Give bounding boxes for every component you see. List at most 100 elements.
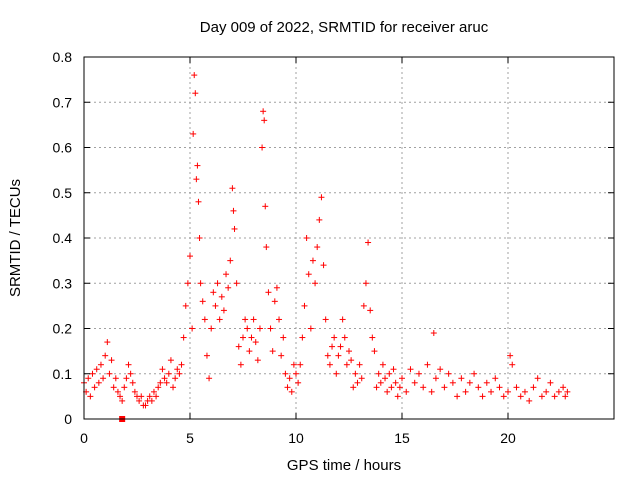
data-point: [354, 379, 361, 386]
data-point: [320, 262, 327, 269]
data-point: [233, 280, 240, 287]
data-point: [254, 357, 261, 364]
data-point: [411, 379, 418, 386]
data-point: [314, 244, 321, 251]
data-point: [227, 257, 234, 264]
data-point: [496, 384, 503, 391]
data-point: [235, 343, 242, 350]
data-point: [384, 388, 391, 395]
data-point: [337, 343, 344, 350]
data-point: [534, 375, 541, 382]
data-point: [187, 253, 193, 260]
data-point: [543, 388, 550, 395]
data-point: [358, 375, 365, 382]
data-point: [161, 375, 168, 382]
data-point: [97, 361, 104, 368]
data-point: [260, 108, 267, 115]
data-point: [471, 370, 478, 377]
data-point: [449, 379, 456, 386]
data-point: [269, 348, 276, 355]
data-point: [341, 334, 348, 341]
data-point: [517, 393, 524, 400]
data-point: [114, 388, 121, 395]
data-point: [407, 366, 414, 373]
y-tick-label: 0.4: [53, 230, 73, 246]
y-tick-label: 0.5: [53, 185, 73, 201]
data-point: [229, 185, 236, 192]
data-point: [316, 216, 323, 223]
grid: [84, 57, 614, 419]
y-tick-label: 0.2: [53, 321, 73, 337]
data-point: [299, 334, 306, 341]
y-tick-label: 0.6: [53, 140, 73, 156]
data-point: [288, 388, 295, 395]
axis-ticks: 0 0.1 0.2 0.3 0.4 0.5 0.6 0.7 0.8 0 5 10 15 20: [53, 49, 614, 446]
x-tick-label: 15: [394, 430, 410, 446]
data-point: [225, 284, 232, 291]
data-point: [138, 393, 145, 400]
data-point: [326, 361, 333, 368]
data-point: [155, 384, 162, 391]
data-point: [246, 348, 253, 355]
data-point: [190, 130, 197, 137]
data-point: [267, 325, 274, 332]
y-tick-label: 0.7: [53, 94, 73, 110]
data-point: [403, 388, 410, 395]
data-point: [458, 375, 465, 382]
data-point: [131, 388, 138, 395]
data-point: [102, 352, 109, 359]
data-point: [91, 384, 98, 391]
data-point: [309, 257, 316, 264]
data-point: [432, 375, 439, 382]
data-point: [551, 393, 558, 400]
data-point: [218, 293, 225, 300]
data-point: [286, 375, 293, 382]
data-point: [369, 334, 376, 341]
data-point: [208, 325, 215, 332]
data-point: [396, 384, 403, 391]
y-tick-label: 0.8: [53, 49, 73, 65]
data-point: [112, 375, 119, 382]
data-point: [129, 379, 136, 386]
data-point: [530, 384, 537, 391]
data-point: [178, 361, 185, 368]
data-point: [479, 393, 486, 400]
data-point: [194, 162, 201, 169]
data-point: [562, 393, 569, 400]
data-point: [377, 379, 384, 386]
data-point: [180, 334, 187, 341]
data-point: [108, 357, 115, 364]
data-point: [322, 316, 329, 323]
data-point: [150, 388, 157, 395]
data-point: [163, 379, 170, 386]
data-point: [356, 361, 363, 368]
data-point: [509, 361, 516, 368]
data-point: [174, 366, 181, 373]
data-point: [513, 384, 520, 391]
data-point: [136, 397, 143, 404]
x-tick-label: 0: [80, 430, 88, 446]
data-point: [445, 370, 452, 377]
data-point: [214, 280, 221, 287]
data-point: [248, 334, 255, 341]
x-tick-label: 20: [500, 430, 516, 446]
data-point: [324, 352, 331, 359]
data-point: [189, 325, 196, 332]
data-point: [192, 90, 199, 97]
data-point: [125, 361, 132, 368]
data-point: [500, 393, 507, 400]
data-point: [93, 366, 100, 373]
data-point: [312, 280, 319, 287]
data-point: [392, 379, 399, 386]
data-point: [195, 198, 202, 205]
data-point: [127, 370, 134, 377]
data-point: [196, 235, 203, 241]
data-point: [153, 393, 160, 400]
data-point: [492, 375, 499, 382]
data-point: [121, 384, 128, 391]
data-point: [560, 384, 567, 391]
data-point: [564, 388, 571, 395]
data-point: [335, 352, 342, 359]
data-point: [250, 316, 257, 323]
data-point: [148, 397, 155, 404]
